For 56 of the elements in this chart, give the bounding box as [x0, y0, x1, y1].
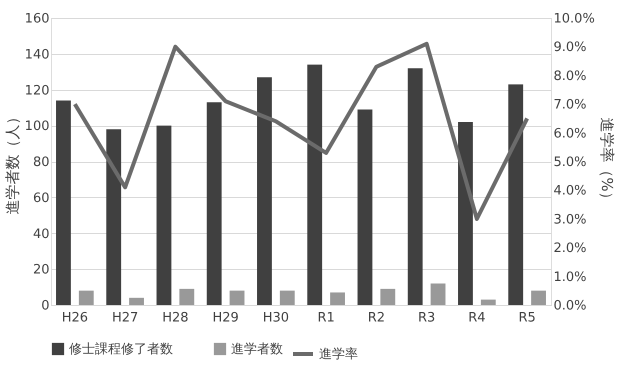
x-tick-label: R4 [468, 310, 486, 326]
y-tick-label: 20 [32, 262, 50, 278]
bar [531, 290, 546, 305]
bar [78, 290, 94, 305]
x-tick-label: R1 [317, 310, 335, 326]
bar [330, 292, 345, 305]
bar [430, 283, 446, 305]
y2-tick-label: 1.0% [554, 270, 587, 285]
y-tick-label: 60 [32, 190, 50, 206]
bar [480, 300, 496, 305]
y2-tick-label: 7.0% [554, 98, 587, 113]
x-tick-label: H27 [112, 310, 138, 326]
y2-tick-label: 5.0% [554, 155, 587, 170]
y-tick-label: 140 [24, 47, 50, 62]
y2-tick-label: 4.0% [554, 184, 587, 199]
bar [307, 64, 322, 305]
y2-tick-label: 8.0% [554, 68, 587, 84]
x-tick-label: R3 [418, 310, 436, 326]
y2-axis-title: 進学率（%） [598, 117, 616, 207]
y-tick-label: 100 [24, 119, 50, 134]
bar [230, 290, 244, 305]
legend-label: 修士課程修了者数 [69, 342, 173, 357]
bar [179, 288, 194, 305]
y-axis-title: 進学者数（人） [4, 110, 22, 214]
legend-label: 進学者数 [231, 342, 283, 357]
bar [408, 68, 423, 305]
y-tick-label: 160 [24, 12, 50, 26]
x-tick-label: H28 [162, 310, 189, 326]
x-tick-label: R5 [518, 310, 536, 326]
y2-tick-label: 9.0% [554, 40, 587, 56]
x-tick-label: H30 [262, 310, 290, 326]
bar [106, 129, 122, 305]
legend-label: 進学率 [319, 346, 358, 362]
x-tick-label: H26 [62, 310, 88, 326]
x-tick-label: R2 [368, 310, 386, 326]
y-tick-label: 80 [32, 155, 50, 170]
y2-tick-label: 0.0% [554, 298, 587, 314]
y2-tick-label: 2.0% [554, 241, 587, 256]
y-tick-label: 0 [41, 298, 50, 314]
y2-tick-label: 6.0% [554, 126, 587, 142]
line-series [72, 42, 530, 221]
bar [380, 288, 396, 305]
y2-tick-label: 10.0% [554, 12, 595, 26]
x-tick-label: H29 [212, 310, 239, 326]
bar [358, 109, 372, 305]
bar [129, 298, 144, 305]
y-tick-label: 40 [32, 226, 50, 242]
bar [280, 290, 295, 305]
y-tick-label: 120 [24, 83, 50, 98]
bar [156, 126, 172, 305]
bar [257, 77, 272, 305]
bar [458, 122, 473, 305]
bar [56, 100, 71, 305]
bar [508, 84, 524, 305]
bar [206, 102, 222, 305]
y2-tick-label: 3.0% [554, 212, 587, 228]
